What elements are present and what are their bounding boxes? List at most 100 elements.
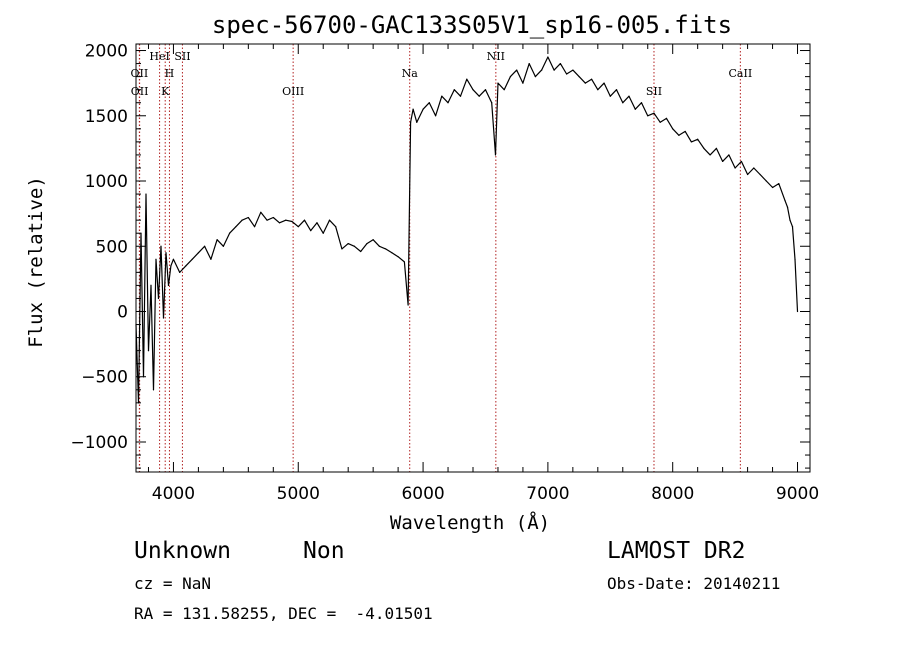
y-tick-label: 1000 bbox=[85, 172, 128, 192]
spectrum-point bbox=[316, 222, 318, 224]
spectrum-chart: spec-56700-GAC133S05V1_sp16-005.fits OII… bbox=[25, 11, 819, 534]
spectrum-point bbox=[170, 265, 172, 267]
x-tick-label: 8000 bbox=[651, 484, 694, 504]
spectrum-point bbox=[759, 173, 761, 176]
spectrum-point bbox=[341, 248, 343, 250]
spectrum-point bbox=[160, 245, 162, 247]
spectrum-point bbox=[584, 82, 586, 84]
line-marker-label: CaII bbox=[729, 67, 753, 80]
spectrum-point bbox=[278, 222, 281, 224]
spectrum-point bbox=[366, 243, 368, 245]
spectrum-point bbox=[453, 89, 455, 91]
spectrum-point bbox=[303, 219, 306, 221]
spectrum-point bbox=[647, 115, 649, 117]
line-marker-label: Na bbox=[402, 67, 419, 80]
spectrum-point bbox=[634, 108, 636, 110]
y-axis-label: Flux (relative) bbox=[25, 176, 47, 348]
spectrum-point bbox=[472, 89, 474, 91]
y-tick-label: 0 bbox=[117, 303, 128, 323]
spectrum-point bbox=[603, 82, 605, 84]
spectrum-point bbox=[152, 389, 155, 391]
spectrum-point bbox=[516, 69, 518, 71]
spectrum-point bbox=[409, 121, 412, 123]
spectrum-point bbox=[412, 108, 414, 110]
coordinates: RA = 131.58255, DEC = -4.01501 bbox=[134, 604, 433, 623]
spectrum-point bbox=[185, 265, 187, 267]
spectrum-point bbox=[659, 121, 661, 123]
spectrum-point bbox=[422, 108, 424, 110]
spectrum-point bbox=[503, 89, 505, 91]
spectrum-point bbox=[609, 95, 611, 97]
spectrum-point bbox=[216, 239, 218, 241]
y-tick-label: −1000 bbox=[70, 433, 128, 453]
survey-name: LAMOST DR2 bbox=[607, 538, 746, 564]
spectrum-point bbox=[162, 317, 165, 319]
spectrum-point bbox=[416, 121, 418, 123]
spectrum-point bbox=[697, 138, 699, 140]
spectrum-point bbox=[497, 82, 499, 84]
x-axis: 4000 5000 6000 7000 8000 9000 bbox=[147, 44, 819, 504]
spectrum-point bbox=[235, 226, 237, 228]
spectrum-point bbox=[765, 180, 767, 182]
x-tick-label: 6000 bbox=[401, 484, 444, 504]
line-marker-label: H bbox=[165, 67, 175, 80]
spectrum-point bbox=[566, 73, 568, 75]
spectrum-point bbox=[665, 117, 668, 119]
spectrum-point bbox=[328, 219, 331, 221]
spectrum-point bbox=[459, 95, 462, 97]
x-tick-label: 4000 bbox=[152, 484, 195, 504]
spectrum-point bbox=[372, 239, 374, 241]
spectrum-point bbox=[222, 245, 224, 247]
spectrum-point bbox=[204, 245, 206, 247]
spectrum-point bbox=[478, 95, 480, 97]
spectrum-point bbox=[789, 219, 791, 221]
spectrum-point bbox=[241, 219, 243, 221]
line-marker-label: NII bbox=[487, 50, 505, 63]
y-tick-label: 2000 bbox=[85, 42, 128, 62]
spectrum-point bbox=[703, 147, 705, 149]
spectrum-point bbox=[547, 56, 549, 58]
spectrum-point bbox=[522, 82, 524, 84]
spectrum-point bbox=[534, 76, 537, 78]
object-subclass: Non bbox=[303, 538, 345, 564]
spectrum-point bbox=[559, 62, 561, 65]
spectrum-point bbox=[322, 232, 324, 234]
spectrum-point bbox=[247, 216, 249, 219]
spectrum-point bbox=[397, 256, 399, 258]
spectrum-point bbox=[622, 102, 624, 104]
spectrum-point bbox=[347, 243, 349, 245]
spectrum-point bbox=[147, 350, 150, 352]
y-tick-label: −500 bbox=[81, 368, 128, 388]
spectrum-point bbox=[672, 128, 674, 130]
spectrum-point bbox=[509, 76, 512, 78]
spectrum-point bbox=[165, 252, 167, 254]
spectrum-point bbox=[746, 173, 749, 176]
spectrum-point bbox=[553, 69, 555, 71]
spectrum-point bbox=[528, 62, 530, 65]
spectrum-point bbox=[360, 250, 362, 253]
spectrum-point bbox=[179, 271, 181, 273]
spectrum-point bbox=[285, 219, 287, 221]
spectrum-line bbox=[135, 56, 799, 404]
spectrum-point bbox=[260, 211, 262, 213]
line-marker-label: K bbox=[161, 85, 170, 98]
spectrum-point bbox=[466, 78, 468, 80]
object-class: Unknown bbox=[134, 538, 231, 564]
spectrum-point bbox=[728, 154, 730, 156]
spectrum-point bbox=[441, 95, 443, 97]
spectrum-point bbox=[253, 226, 256, 228]
spectrum-point bbox=[771, 186, 774, 189]
plot-frame bbox=[135, 43, 811, 473]
spectrum-point bbox=[145, 193, 147, 195]
spectrum-point bbox=[734, 167, 736, 169]
y-tick-label: 500 bbox=[96, 237, 128, 257]
y-tick-label: 1500 bbox=[85, 107, 128, 127]
spectrum-point bbox=[590, 78, 593, 80]
spectrum-point bbox=[385, 248, 387, 250]
spectrum-point bbox=[353, 245, 356, 247]
spectrum-point bbox=[191, 258, 193, 260]
line-marker-label: SII bbox=[646, 85, 662, 98]
spectrum-point bbox=[197, 252, 200, 254]
spectrum-point bbox=[791, 226, 794, 228]
spectrum-point bbox=[291, 220, 293, 223]
